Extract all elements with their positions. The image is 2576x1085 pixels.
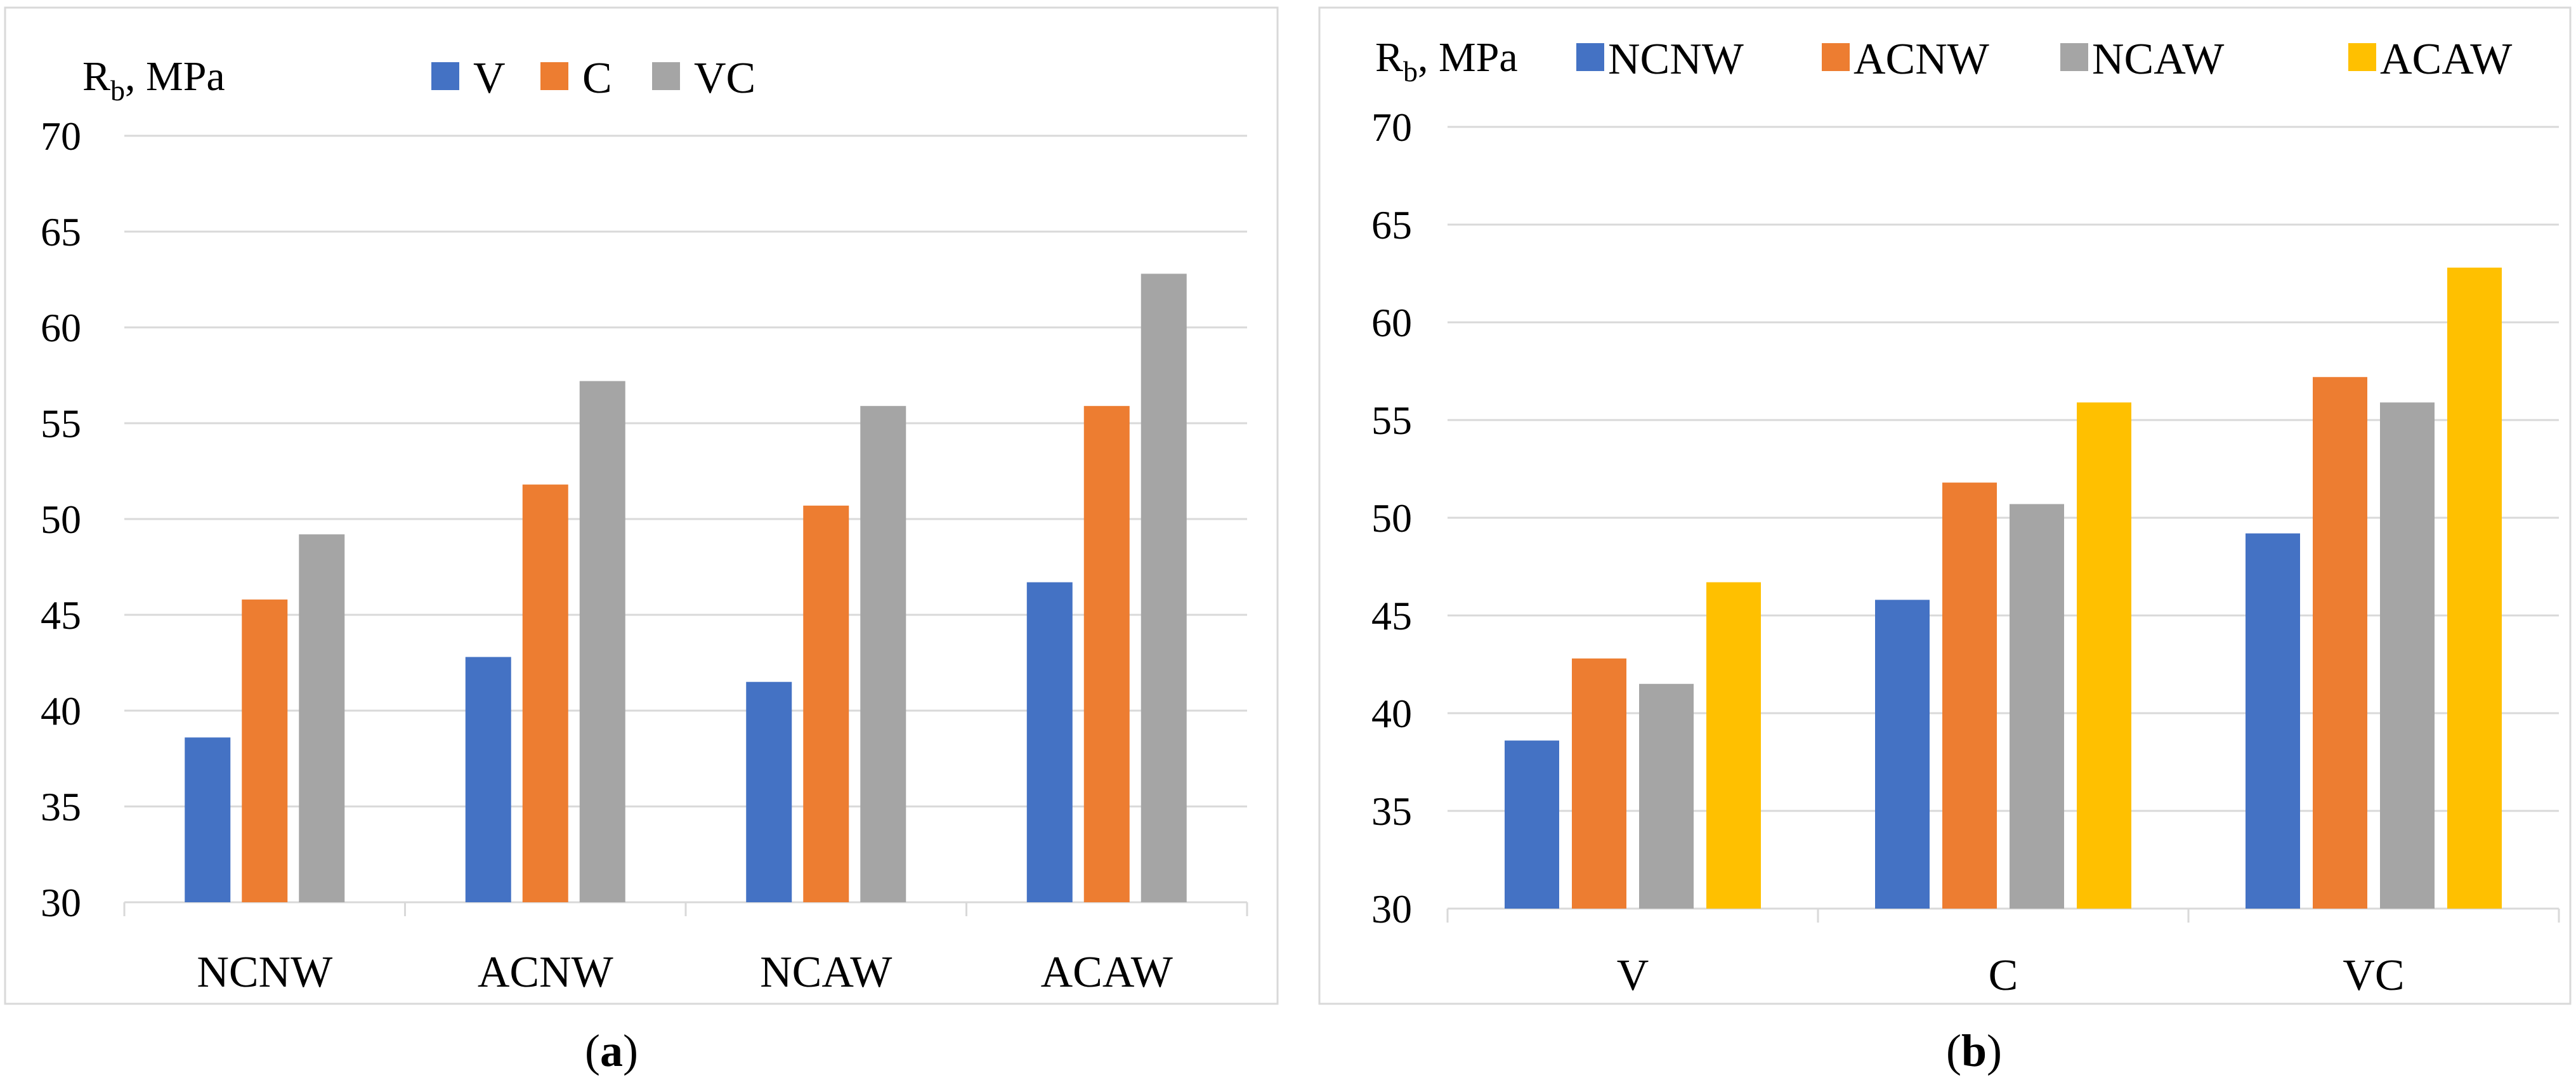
bar-vc-ncaw [860, 405, 906, 902]
bar-vc-acnw [579, 381, 625, 902]
bar-acnw-v [1572, 658, 1626, 909]
y-tick-label: 70 [1371, 105, 1412, 150]
x-tick-label: C [1989, 951, 2018, 1000]
y-tick-label: 55 [1371, 398, 1412, 443]
legend-label-vc: VC [694, 54, 755, 103]
legend-swatch-c [540, 62, 568, 90]
bar-vc-ncnw [299, 534, 345, 902]
y-tick-label: 60 [1371, 300, 1412, 345]
bar-v-acaw [1026, 582, 1073, 902]
legend-label-v: V [473, 54, 506, 103]
y-tick-label: 35 [1371, 789, 1412, 834]
bar-acnw-c [1942, 482, 1997, 909]
legend-label-ncnw: NCNW [1608, 35, 1744, 84]
y-tick-label: 45 [1371, 593, 1412, 638]
y-tick-label: 30 [1371, 886, 1412, 931]
bar-acaw-v [1706, 582, 1761, 909]
x-tick-label: V [1617, 951, 1649, 1000]
bar-v-acnw [465, 657, 511, 902]
chart-panel-a: 30 35 40 45 50 55 60 65 70 NCNW ACNW NCAW ACAW Rb, … [4, 6, 1279, 1005]
y-tick-label: 40 [41, 688, 81, 733]
y-tick-label: 50 [1371, 496, 1412, 541]
bar-acnw-vc [2313, 377, 2367, 909]
legend-swatch-acaw [2348, 43, 2376, 71]
legend-swatch-v [431, 62, 459, 90]
legend-label-ncaw: NCAW [2092, 35, 2224, 84]
bar-acaw-vc [2447, 267, 2502, 909]
bar-vc-acaw [1141, 273, 1187, 902]
bar-ncaw-c [2010, 504, 2064, 909]
caption-b: (b) [1946, 1025, 2002, 1076]
legend-label-c: C [582, 54, 612, 103]
chart-a-y-axis-label: Rb, MPa [82, 53, 225, 107]
chart-b-y-axis-label: Rb, MPa [1375, 34, 1518, 88]
chart-b-x-tick-labels: V C VC [1617, 951, 2405, 1000]
legend-label-acnw: ACNW [1854, 35, 1989, 84]
bar-v-ncaw [746, 681, 792, 902]
bar-c-ncnw [242, 599, 288, 902]
bar-ncnw-v [1505, 740, 1559, 909]
bar-v-ncnw [185, 737, 231, 902]
bar-ncaw-v [1639, 683, 1694, 909]
y-tick-label: 40 [1371, 691, 1412, 736]
y-tick-label: 70 [41, 114, 81, 159]
x-tick-label: ACNW [478, 948, 613, 997]
x-tick-label: NCNW [197, 948, 332, 997]
bar-c-ncaw [803, 505, 849, 902]
caption-a: (a) [585, 1025, 638, 1076]
y-tick-label: 65 [41, 209, 81, 254]
y-tick-label: 35 [41, 784, 81, 829]
bar-ncnw-vc [2246, 533, 2300, 909]
bar-ncnw-c [1875, 600, 1930, 909]
chart-a-bars [185, 273, 1187, 902]
bar-c-acnw [522, 484, 568, 902]
y-tick-label: 30 [41, 880, 81, 925]
chart-a-y-tick-labels: 30 35 40 45 50 55 60 65 70 [41, 114, 81, 925]
chart-b-y-tick-labels: 30 35 40 45 50 55 60 65 70 [1371, 105, 1412, 931]
bar-c-acaw [1083, 405, 1130, 902]
legend-swatch-ncaw [2060, 43, 2088, 71]
x-tick-label: NCAW [760, 948, 892, 997]
y-tick-label: 50 [41, 497, 81, 542]
chart-b-bars [1505, 267, 2502, 909]
bar-ncaw-vc [2380, 402, 2435, 909]
chart-b-gridlines [1446, 126, 2560, 923]
chart-b-legend: NCNW ACNW NCAW ACAW [1576, 35, 2512, 84]
y-tick-label: 65 [1371, 202, 1412, 247]
y-tick-label: 60 [41, 305, 81, 350]
legend-swatch-vc [652, 62, 680, 90]
x-tick-label: VC [2343, 951, 2404, 1000]
chart-a-legend: V C VC [431, 54, 755, 103]
x-tick-label: ACAW [1041, 948, 1173, 997]
legend-label-acaw: ACAW [2380, 35, 2512, 84]
y-tick-label: 45 [41, 593, 81, 638]
y-tick-label: 55 [41, 401, 81, 446]
legend-swatch-acnw [1822, 43, 1850, 71]
bar-acaw-c [2077, 402, 2131, 909]
chart-a-x-tick-labels: NCNW ACNW NCAW ACAW [197, 948, 1173, 997]
legend-swatch-ncnw [1576, 43, 1604, 71]
